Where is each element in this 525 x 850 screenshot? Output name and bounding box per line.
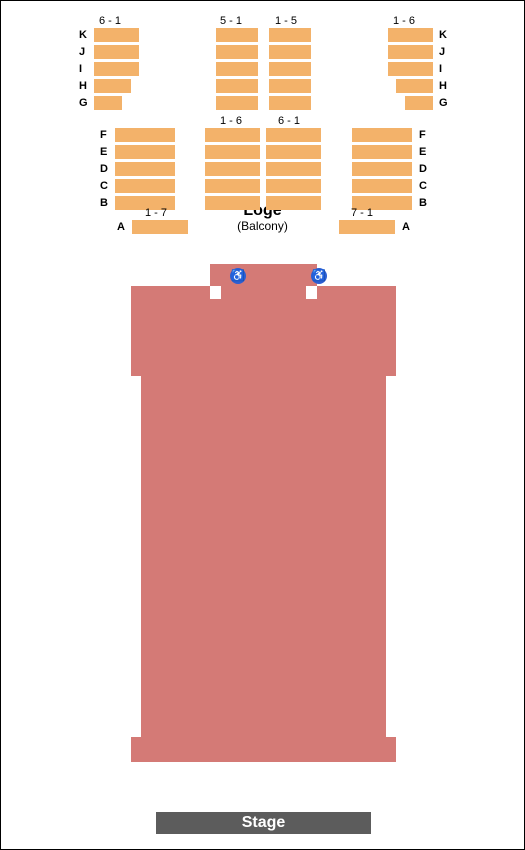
- wheelchair-icon: ♿: [311, 268, 327, 284]
- wheelchair-icon: ♿: [230, 268, 246, 284]
- stage: Stage: [156, 812, 371, 834]
- seating-chart: Loge (Balcony) GeneralAdmissionOrchestra…: [0, 0, 525, 850]
- loge-subtitle: (Balcony): [1, 219, 524, 233]
- loge-title: Loge: [1, 202, 524, 220]
